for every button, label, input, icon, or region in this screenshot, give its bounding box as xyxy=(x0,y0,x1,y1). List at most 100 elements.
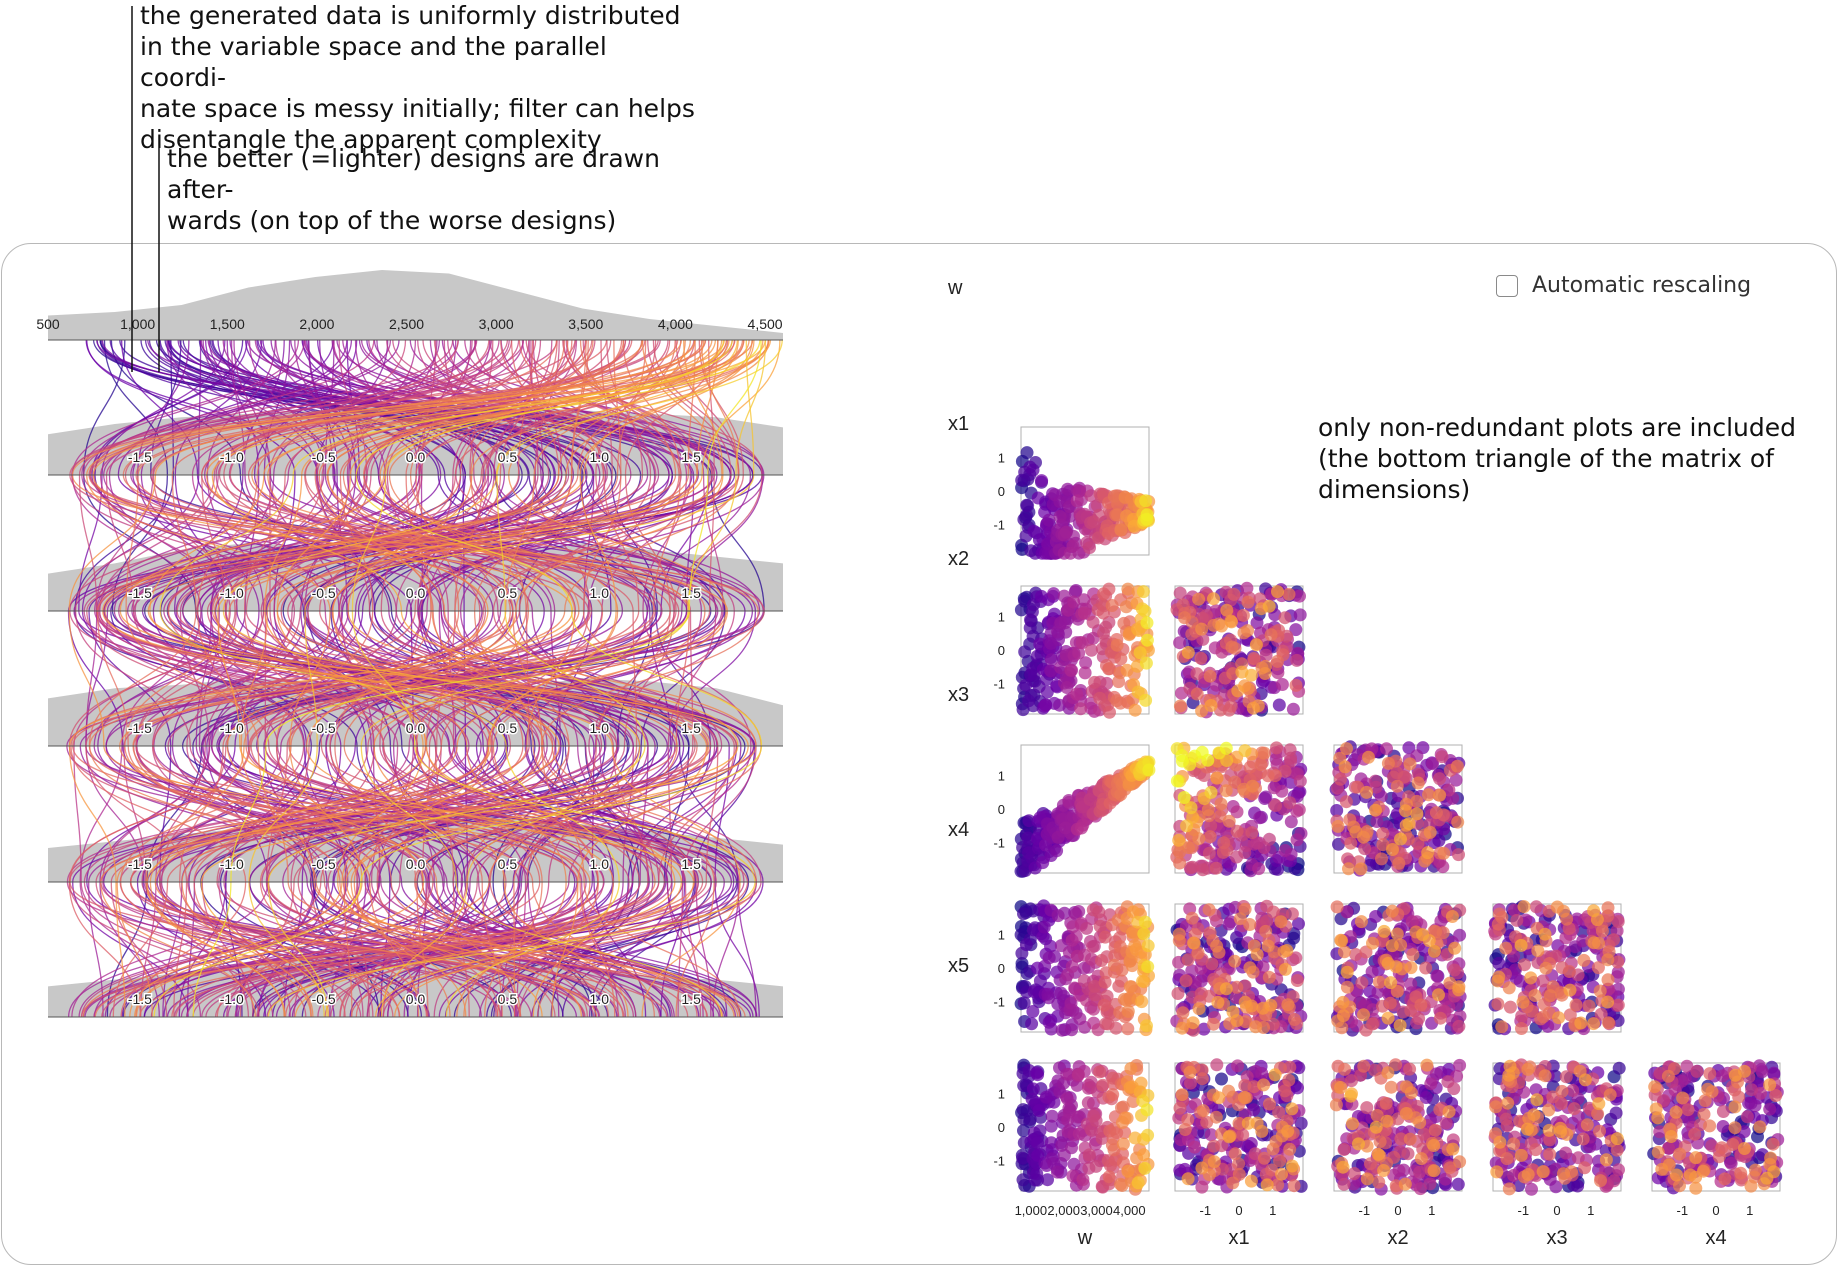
scatter-point xyxy=(1039,1090,1053,1104)
scatter-point xyxy=(1260,1178,1274,1192)
scatter-point xyxy=(1429,806,1443,820)
scatter-point xyxy=(1423,1177,1437,1191)
scatter-point xyxy=(1355,976,1369,990)
scatter-point xyxy=(1390,984,1404,998)
scatter-cell-x1-w: 1 0 -1 xyxy=(993,426,1156,560)
scatter-point xyxy=(1341,852,1355,866)
scatter-point xyxy=(1270,741,1283,755)
scatter-point xyxy=(1701,1082,1715,1096)
scatter-point xyxy=(1390,779,1404,793)
scatter-point xyxy=(1244,668,1258,682)
scatter-point xyxy=(1364,1157,1377,1171)
design-line xyxy=(239,339,713,1018)
scatter-point xyxy=(1662,1141,1676,1155)
scatter-point xyxy=(1275,784,1289,798)
scatter-point xyxy=(1105,1138,1119,1152)
scatter-point xyxy=(1173,699,1187,713)
scatter-point xyxy=(1716,1105,1730,1118)
scatter-point xyxy=(1141,939,1155,953)
scatter-point xyxy=(1278,844,1292,857)
scatter-point xyxy=(1109,1021,1123,1035)
scatter-point xyxy=(1226,1005,1240,1019)
design-line xyxy=(191,339,527,1018)
scatter-point xyxy=(1330,900,1344,914)
design-line xyxy=(373,339,770,1018)
scatter-point xyxy=(1603,1088,1617,1102)
scatter-point xyxy=(1398,1177,1412,1191)
scatter-point xyxy=(1525,1182,1538,1196)
scatter-point xyxy=(1451,815,1465,829)
design-line xyxy=(318,339,745,1018)
scatter-point xyxy=(1448,941,1462,955)
scatter-point xyxy=(1349,948,1363,961)
scatter-point xyxy=(1595,924,1609,938)
scatter-point xyxy=(1084,1075,1098,1089)
scatter-point xyxy=(1187,936,1201,950)
polyline-layer xyxy=(66,339,783,1018)
scatter-point xyxy=(1022,846,1036,860)
axis-tick-label: -1.5 xyxy=(128,720,152,736)
scatter-point xyxy=(1662,1158,1676,1172)
design-line xyxy=(129,339,709,1018)
scatter-point xyxy=(1241,595,1255,609)
scatter-point xyxy=(1529,900,1543,914)
scatter-point xyxy=(1244,1174,1258,1188)
design-line xyxy=(217,339,781,1018)
scatter-point xyxy=(1138,1161,1152,1175)
scatter-point xyxy=(1066,539,1080,553)
matrix-annotation: only non-redundant plots are included (t… xyxy=(1318,412,1798,505)
scatter-point xyxy=(1601,901,1615,915)
scatter-point xyxy=(1031,1136,1045,1150)
scatter-point xyxy=(1231,684,1245,698)
scatter-point xyxy=(1021,499,1035,513)
scatter-point xyxy=(1219,982,1233,996)
x-tick-label: 1 xyxy=(1269,1203,1276,1218)
scatter-point xyxy=(1139,693,1153,707)
scatter-point xyxy=(1753,1120,1767,1134)
scatter-point xyxy=(1241,624,1255,638)
scatter-point xyxy=(1698,1094,1712,1108)
design-line xyxy=(73,339,524,1018)
scatter-point xyxy=(1380,1114,1394,1128)
scatter-point xyxy=(1211,995,1225,1009)
scatter-point xyxy=(1612,1163,1625,1177)
scatter-point xyxy=(1202,903,1216,917)
auto-rescale-toggle[interactable]: Automatic rescaling xyxy=(1496,273,1751,298)
scatter-point xyxy=(1114,788,1128,801)
design-line xyxy=(110,339,763,1018)
scatter-point xyxy=(1284,815,1298,829)
x-axis-name-x2: x2 xyxy=(1387,1227,1408,1249)
x-tick-label: 0 xyxy=(1394,1203,1401,1218)
scatter-point xyxy=(1175,754,1189,768)
scatter-point xyxy=(1334,772,1347,786)
scatter-point xyxy=(1103,662,1116,676)
scatter-point xyxy=(1232,1157,1246,1171)
scatter-point xyxy=(1763,1078,1777,1092)
axis-tick-label: -1.0 xyxy=(220,720,244,736)
auto-rescale-checkbox[interactable] xyxy=(1496,274,1518,297)
scatter-point xyxy=(1447,1082,1461,1096)
scatter-point xyxy=(1118,490,1132,504)
scatter-point xyxy=(1230,980,1244,994)
scatter-point xyxy=(1257,746,1271,760)
scatter-point xyxy=(1571,1151,1585,1165)
scatter-point xyxy=(1215,1072,1228,1086)
scatter-point xyxy=(1399,804,1412,818)
scatter-point xyxy=(1065,959,1079,973)
scatter-point xyxy=(1566,1084,1580,1097)
scatter-point xyxy=(1354,862,1368,876)
scatter-point xyxy=(1748,1099,1762,1113)
scatter-point xyxy=(1020,508,1033,522)
scatter-point xyxy=(1427,1164,1441,1178)
scatter-point xyxy=(1745,1083,1759,1097)
scatter-point xyxy=(1392,856,1406,870)
scatter-point xyxy=(1243,760,1257,774)
scatter-point xyxy=(1550,900,1564,914)
scatter-point xyxy=(1173,856,1187,870)
scatter-point xyxy=(1070,494,1084,508)
scatter-point xyxy=(1292,917,1305,931)
scatter-point xyxy=(1419,961,1433,975)
scatter-point xyxy=(1397,770,1411,784)
scatter-point xyxy=(1173,586,1187,600)
scatter-point xyxy=(1044,1119,1058,1133)
